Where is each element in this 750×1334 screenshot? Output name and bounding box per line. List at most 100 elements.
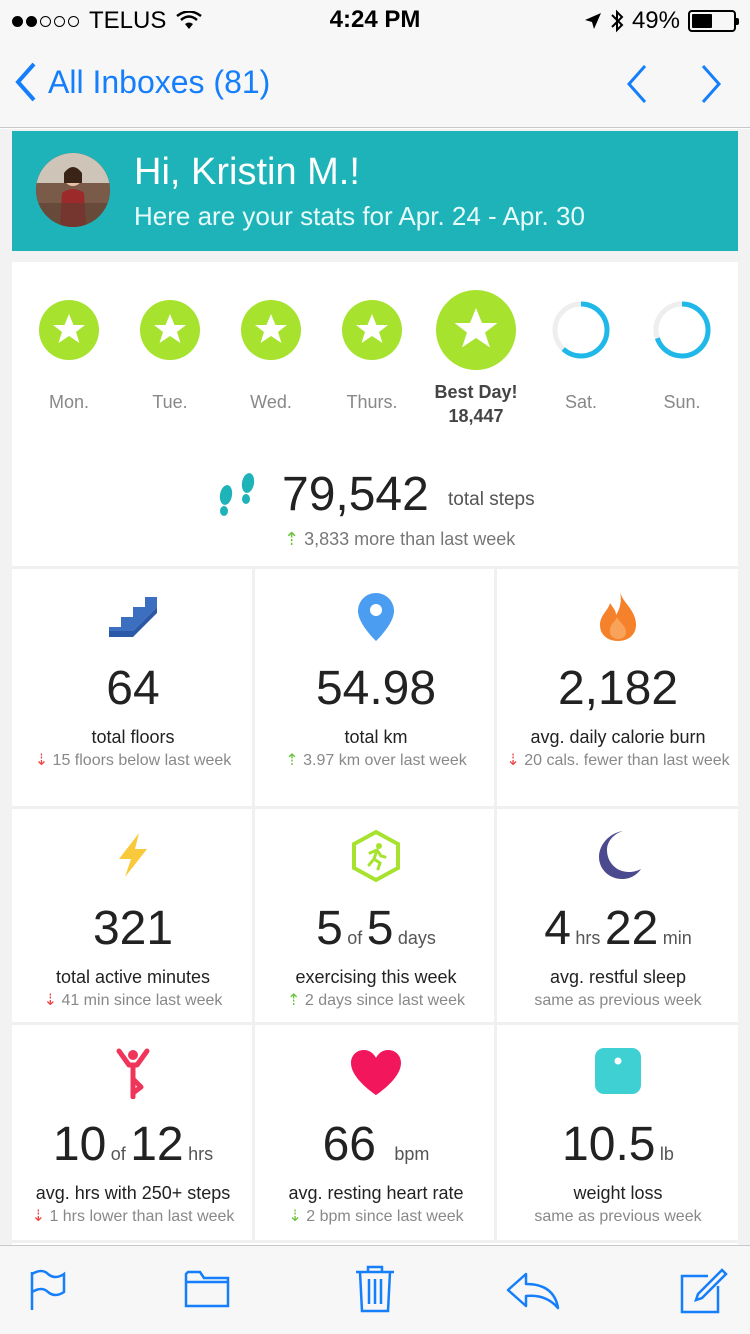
stats-card: Mon. Tue. Wed. <box>12 262 738 1245</box>
location-arrow-icon <box>584 13 601 29</box>
tile-delta: same as previous week <box>534 992 702 1009</box>
tile-value: 2,182 <box>557 662 679 715</box>
arrow-down-icon: ⇣ <box>288 1208 302 1225</box>
status-bar: TELUS 4:24 PM 49% <box>0 0 750 40</box>
mail-toolbar <box>0 1245 750 1334</box>
steps-delta: ⇡ 3,833 more than last week <box>284 529 516 549</box>
exercise-hexagon-icon <box>352 829 400 883</box>
tile-delta: same as previous week <box>534 1208 702 1225</box>
star-badge-icon <box>140 300 200 360</box>
tile-label: total active minutes <box>55 967 211 987</box>
tile-delta: ⇣ 1 hrs lower than last week <box>31 1208 235 1225</box>
signal-strength-icon <box>12 15 79 27</box>
day-sun: Sun. <box>627 280 737 412</box>
carrier-area: TELUS <box>12 7 203 35</box>
arrow-down-icon: ⇣ <box>34 752 49 769</box>
next-message-icon[interactable] <box>700 64 722 104</box>
tile-delta: ⇡ 2 days since last week <box>287 992 465 1009</box>
battery-percent: 49% <box>631 7 680 34</box>
flag-icon[interactable] <box>28 1268 68 1312</box>
total-steps-value: 79,542 <box>282 468 429 521</box>
tile-delta: ⇣ 20 cals. fewer than last week <box>506 752 730 769</box>
day-thurs: Thurs. <box>317 280 427 412</box>
tile-exercise: 5 of 5 days exercising this week ⇡ 2 day… <box>255 809 497 1022</box>
star-badge-icon <box>436 290 516 370</box>
wifi-icon <box>176 11 203 29</box>
email-body: Hi, Kristin M.! Here are your stats for … <box>0 129 750 1245</box>
day-best: Best Day! 18,447 <box>406 280 546 426</box>
tile-value: 64 <box>106 662 160 715</box>
arrow-down-icon: ⇣ <box>506 752 520 769</box>
tile-weight: 10.5 lb weight loss same as previous wee… <box>497 1025 739 1240</box>
divider <box>12 1022 738 1025</box>
arrow-down-icon: ⇣ <box>31 1208 45 1225</box>
footsteps-icon <box>219 473 255 516</box>
battery-icon <box>688 10 739 32</box>
tile-delta: ⇣ 2 bpm since last week <box>288 1208 464 1225</box>
message-navigation <box>626 64 722 104</box>
day-mon: Mon. <box>14 280 124 412</box>
lightning-icon <box>119 833 147 877</box>
day-sat: Sat. <box>526 280 636 412</box>
heart-icon <box>351 1050 401 1095</box>
tile-active-minutes: 321 total active minutes ⇣ 41 min since … <box>12 809 254 1022</box>
day-label: Tue. <box>152 392 188 412</box>
status-right: 49% <box>584 7 739 35</box>
tile-delta: ⇣ 41 min since last week <box>43 992 223 1009</box>
day-label: Wed. <box>250 392 292 412</box>
tile-value: 66 bpm <box>322 1118 430 1171</box>
tile-label: avg. resting heart rate <box>288 1183 464 1203</box>
stairs-icon <box>109 597 157 637</box>
arrow-down-icon: ⇣ <box>43 992 57 1009</box>
day-tue: Tue. <box>115 280 225 412</box>
tile-sleep: 4 hrs 22 min avg. restful sleep same as … <box>497 809 739 1022</box>
tile-label: total floors <box>91 727 175 747</box>
avatar <box>36 153 110 227</box>
arrow-up-icon: ⇡ <box>287 992 301 1009</box>
tile-value: 321 <box>92 902 174 955</box>
tile-label: avg. daily calorie burn <box>530 727 706 747</box>
progress-ring-icon <box>653 301 711 359</box>
tile-value: 10.5 lb <box>562 1118 674 1171</box>
previous-message-icon[interactable] <box>626 64 648 104</box>
folder-icon[interactable] <box>184 1268 230 1308</box>
progress-ring-icon <box>552 301 610 359</box>
compose-icon[interactable] <box>678 1268 728 1314</box>
greeting: Hi, Kristin M.! <box>134 151 360 193</box>
day-label: Thurs. <box>346 392 398 412</box>
tile-delta: ⇣ 15 floors below last week <box>34 752 232 769</box>
divider <box>12 566 738 569</box>
trash-icon[interactable] <box>354 1264 396 1314</box>
divider <box>494 566 497 1243</box>
tile-label: weight loss <box>573 1183 663 1203</box>
tile-label: avg. hrs with 250+ steps <box>35 1183 231 1203</box>
tile-label: exercising this week <box>295 967 457 987</box>
weekly-goal-row: Mon. Tue. Wed. <box>12 280 738 430</box>
clock: 4:24 PM <box>329 6 421 33</box>
tile-floors: 64 total floors ⇣ 15 floors below last w… <box>12 569 254 806</box>
tile-label: total km <box>344 727 408 747</box>
tile-value: 10 of 12 hrs <box>52 1118 214 1171</box>
total-steps-unit: total steps <box>448 489 535 510</box>
back-button[interactable]: All Inboxes (81) <box>14 62 270 102</box>
day-label: Mon. <box>48 392 90 412</box>
carrier-name: TELUS <box>89 7 167 34</box>
tile-label: avg. restful sleep <box>549 967 687 987</box>
star-badge-icon <box>241 300 301 360</box>
best-day-label: Best Day! 18,447 <box>406 380 546 428</box>
date-range-subtitle: Here are your stats for Apr. 24 - Apr. 3… <box>134 201 585 231</box>
tile-value: 4 hrs 22 min <box>544 902 692 955</box>
arrow-up-icon: ⇡ <box>284 529 300 549</box>
tile-delta: ⇡ 3.97 km over last week <box>285 752 467 769</box>
bluetooth-icon <box>611 9 624 33</box>
tile-value: 5 of 5 days <box>316 902 436 955</box>
reply-icon[interactable] <box>506 1272 560 1310</box>
stats-header: Hi, Kristin M.! Here are your stats for … <box>12 131 738 251</box>
location-pin-icon <box>358 593 394 641</box>
tile-distance: 54.98 total km ⇡ 3.97 km over last week <box>255 569 497 806</box>
day-label: Sun. <box>663 392 701 412</box>
best-day-steps: 18,447 <box>448 406 504 426</box>
scale-icon <box>595 1048 641 1094</box>
day-label: Sat. <box>564 392 598 412</box>
total-steps-section: 79,542 total steps ⇡ 3,833 more than las… <box>12 467 738 557</box>
